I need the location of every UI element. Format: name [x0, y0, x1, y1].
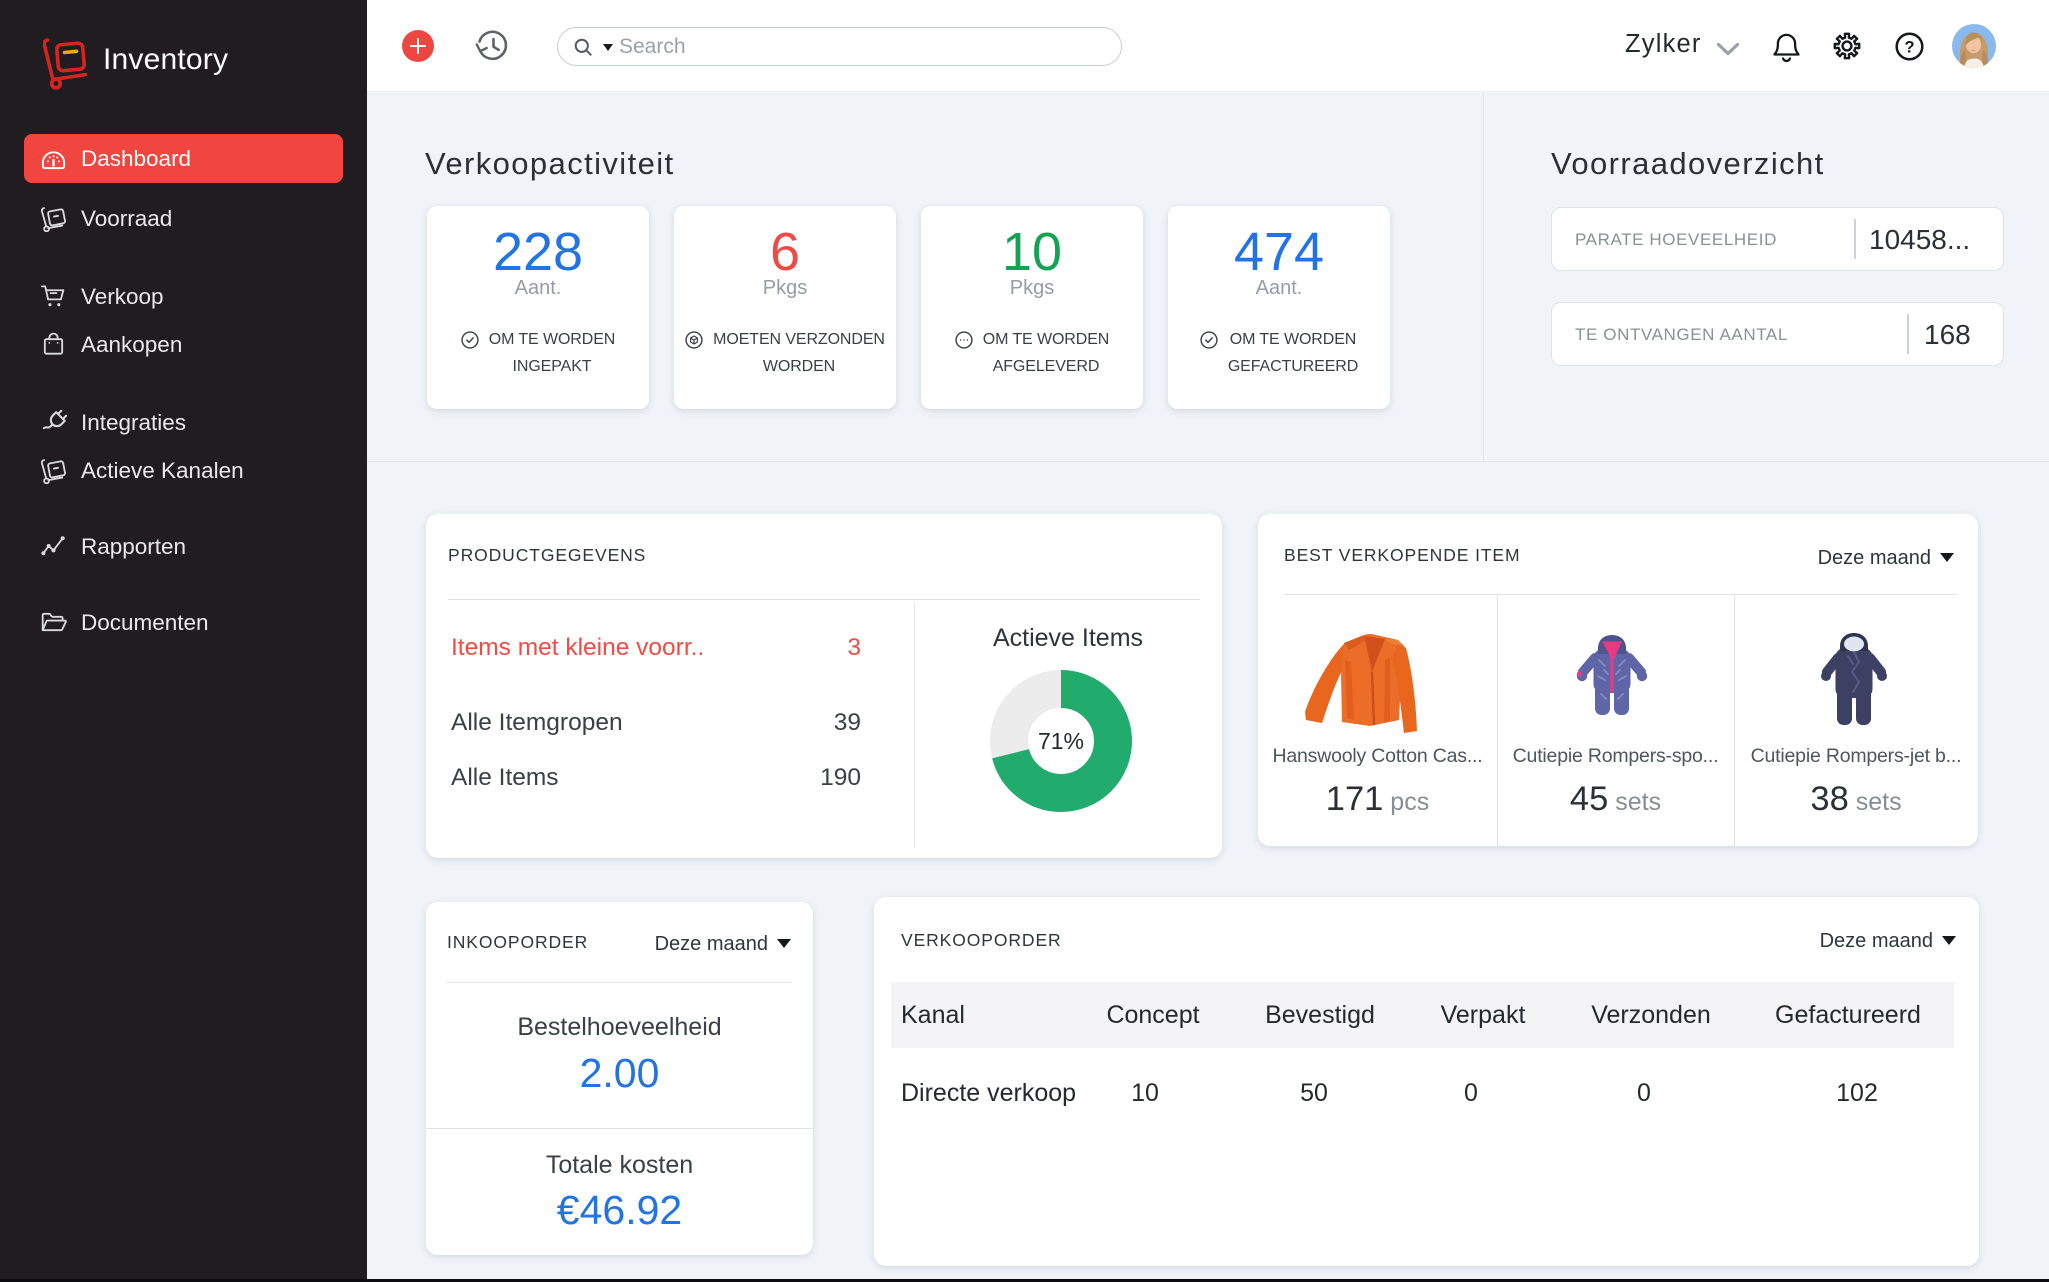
svg-text:?: ? [1904, 38, 1914, 56]
svg-text:71%: 71% [1038, 728, 1084, 754]
